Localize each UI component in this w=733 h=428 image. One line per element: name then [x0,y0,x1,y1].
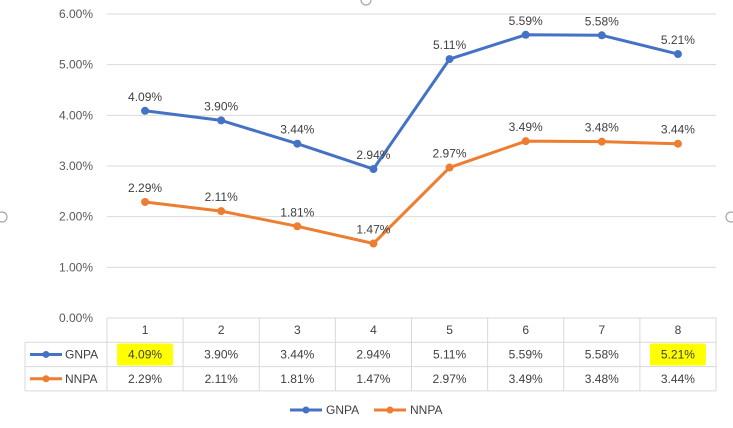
table-cell: 5.58% [585,347,619,361]
y-tick-label: 1.00% [59,260,93,274]
y-tick-label: 0.00% [59,311,93,325]
data-point [673,139,682,148]
gridlines [107,13,716,319]
y-tick-label: 6.00% [59,7,93,21]
data-label: 3.49% [509,120,543,134]
data-point [445,163,454,172]
cell-highlight [649,343,706,366]
data-label: 3.90% [204,99,238,113]
table-cell: 1.47% [356,372,390,386]
legend: GNPA NNPA [290,403,442,417]
data-label: 1.47% [356,223,390,237]
y-tick-label: 4.00% [59,108,93,122]
category-label: 1 [142,323,149,337]
data-table: 1 2 3 4 5 6 7 8 GNPA 4.09% 3.90% 3.44% 2.94% 5.11% 5.5… [24,317,717,392]
table-cell: 3.44% [280,347,314,361]
data-label: 3.44% [280,123,314,137]
resize-handle-top[interactable] [360,0,372,6]
series-line-nnpa [143,139,680,246]
category-label: 5 [446,323,453,337]
data-label: 5.21% [661,33,695,47]
data-point [293,222,302,231]
table-cell: 3.48% [585,372,619,386]
legend-label: NNPA [410,403,442,417]
category-label: 3 [294,323,301,337]
table-cell: 2.94% [356,347,390,361]
legend-key-marker [302,406,310,414]
selection-handles[interactable] [0,0,733,223]
data-point [217,116,226,125]
y-tick-label: 3.00% [59,159,93,173]
data-label: 5.11% [433,38,466,52]
data-point [597,137,606,146]
table-series-name: GNPA [65,347,98,361]
table-legend-key-marker [42,350,50,358]
table-cell: 5.21% [661,347,695,361]
resize-handle-left[interactable] [0,211,8,223]
category-label: 4 [370,323,377,337]
data-point [445,55,454,64]
table-legend-key-marker [42,375,50,383]
data-point [673,50,682,59]
table-cell: 2.11% [205,372,238,386]
table-cell: 3.90% [204,347,238,361]
series-layer: 4.09% 3.90% 3.44% 2.94% 5.11% 5.59% 5.58% 5.21%… [128,14,695,248]
data-label: 3.48% [585,121,619,135]
data-point [293,139,302,148]
data-point [141,197,150,206]
table-series-name: NNPA [65,372,97,386]
data-point [217,207,226,216]
y-tick-label: 2.00% [59,210,93,224]
data-label: 2.29% [128,181,162,195]
y-tick-label: 5.00% [59,58,93,72]
data-point [369,165,378,174]
data-label: 3.44% [661,123,695,137]
legend-label: GNPA [326,403,359,417]
table-cell: 2.29% [128,372,162,386]
data-point [521,137,530,146]
category-label: 2 [218,323,225,337]
data-point [597,31,606,40]
data-point [369,239,378,248]
data-label: 5.58% [585,14,619,28]
data-point [141,106,150,115]
table-cell: 5.59% [509,347,543,361]
category-label: 7 [598,323,605,337]
table-cell: 4.09% [128,347,162,361]
cell-highlight [117,343,174,366]
y-axis: 0.00% 1.00% 2.00% 3.00% 4.00% 5.00% 6.00% [59,7,93,325]
table-cell: 3.49% [509,372,543,386]
legend-key-marker [386,406,394,414]
category-label: 8 [675,323,682,337]
table-cell: 5.11% [433,347,466,361]
data-label: 2.97% [433,147,467,161]
category-label: 6 [522,323,529,337]
series-line-gnpa [143,33,680,171]
data-label: 2.11% [205,190,238,204]
table-cell: 3.44% [661,372,695,386]
table-cell: 2.97% [433,372,467,386]
data-label: 5.59% [509,14,543,28]
data-label: 4.09% [128,90,162,104]
data-label: 1.81% [280,205,314,219]
data-label: 2.94% [356,148,390,162]
resize-handle-right[interactable] [725,211,733,223]
table-cell: 1.81% [280,372,314,386]
data-point [521,30,530,39]
